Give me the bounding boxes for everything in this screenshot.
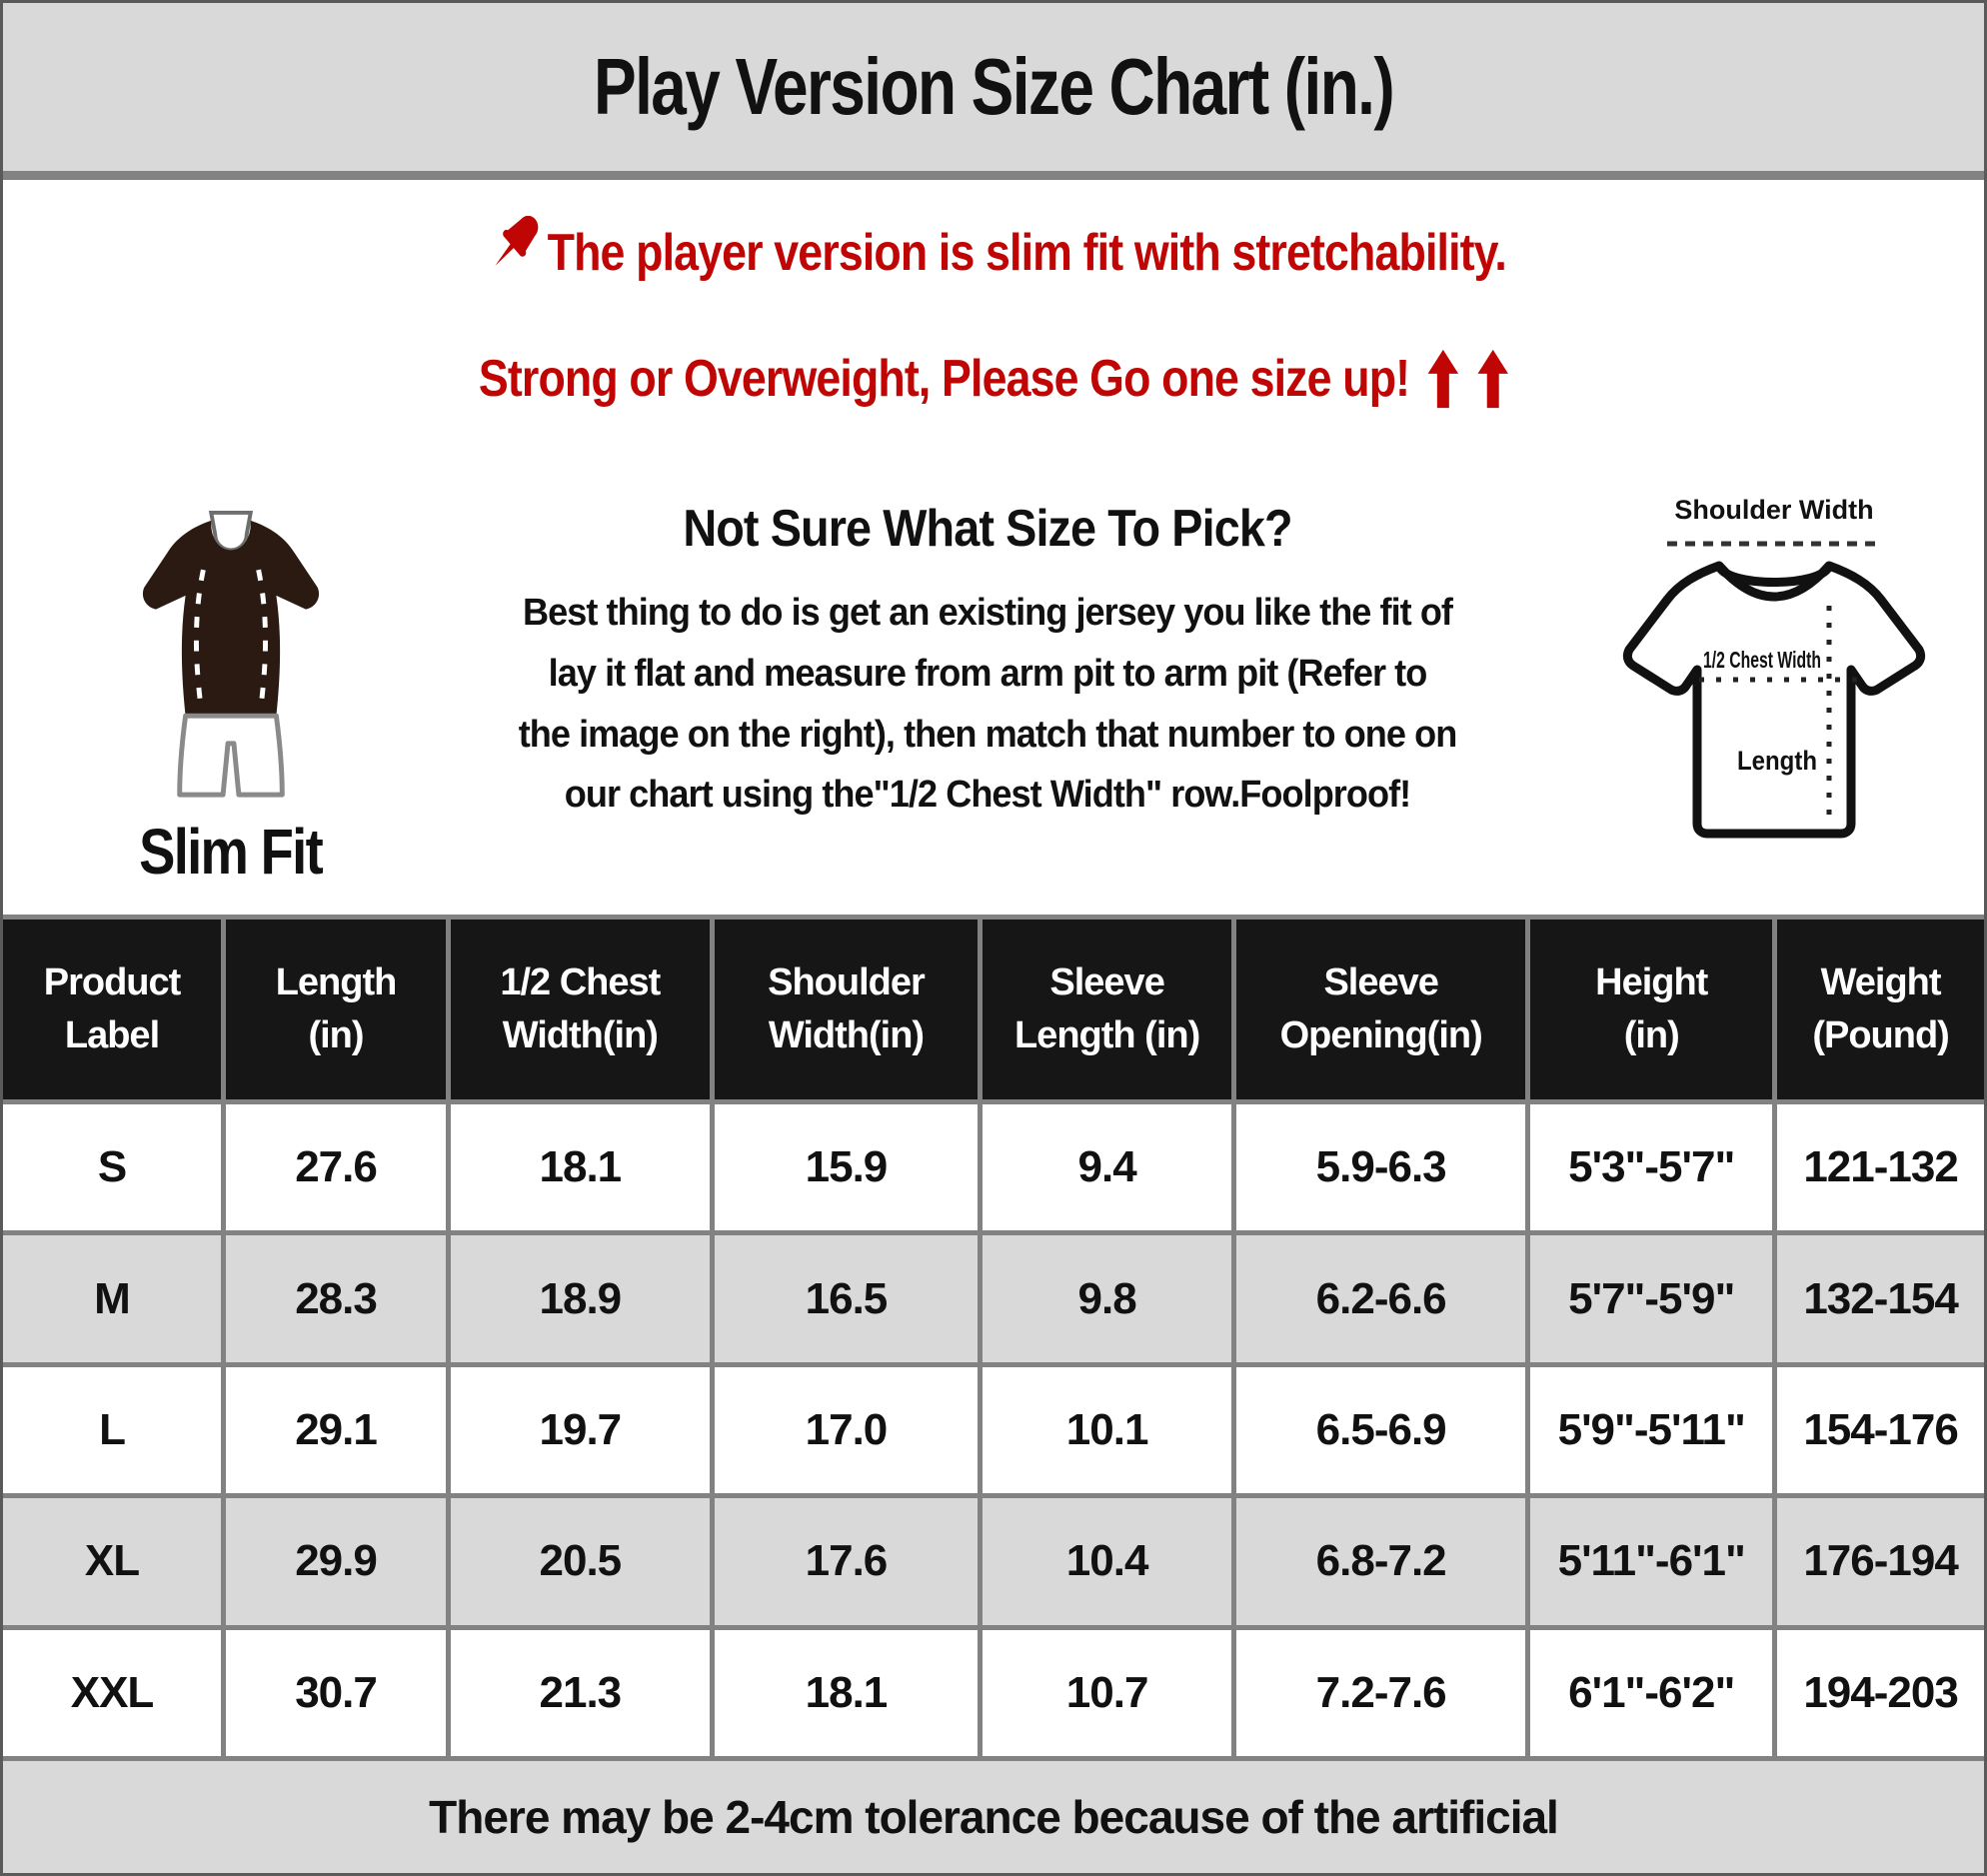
table-cell: 18.1 <box>714 1629 979 1756</box>
column-header: Sleeve Length (in) <box>983 920 1231 1099</box>
table-cell: 5'11"-6'1" <box>1530 1498 1773 1625</box>
column-header: Shoulder Width(in) <box>714 920 979 1099</box>
table-cell: 15.9 <box>714 1104 979 1231</box>
table-cell: 5'3"-5'7" <box>1530 1104 1773 1231</box>
table-cell: 5.9-6.3 <box>1235 1104 1526 1231</box>
table-cell: 29.9 <box>226 1498 447 1625</box>
table-cell: 5'9"-5'11" <box>1530 1366 1773 1494</box>
tshirt-diagram-icon: 1/2 Chest Width Length <box>1622 541 1926 839</box>
up-arrow-icon <box>1427 349 1458 409</box>
table-cell: 17.0 <box>714 1366 979 1494</box>
table-cell: 10.7 <box>983 1629 1231 1756</box>
tolerance-note: There may be 2-4cm tolerance because of … <box>3 1761 1984 1873</box>
table-cell: 19.7 <box>451 1366 710 1494</box>
guide-text-block: Not Sure What Size To Pick? Best thing t… <box>381 491 1594 826</box>
notice-text-1: The player version is slim fit with stre… <box>547 224 1507 282</box>
table-cell: 18.9 <box>451 1235 710 1362</box>
table-cell: 16.5 <box>714 1235 979 1362</box>
table-cell: 21.3 <box>451 1629 710 1756</box>
notice-text-2: Strong or Overweight, Please Go one size… <box>478 350 1409 408</box>
size-label-cell: M <box>3 1235 222 1362</box>
guide-line: the image on the right), then match that… <box>518 713 1458 756</box>
table-cell: 154-176 <box>1777 1366 1984 1494</box>
shoulder-width-label: Shoulder Width <box>1674 495 1874 525</box>
table-cell: 10.4 <box>983 1498 1231 1625</box>
table-cell: 28.3 <box>226 1235 447 1362</box>
column-header: Height (in) <box>1530 920 1773 1099</box>
chest-width-label: 1/2 Chest Width <box>1703 647 1821 673</box>
table-cell: 6.2-6.6 <box>1235 1235 1526 1362</box>
table-cell: 194-203 <box>1777 1629 1984 1756</box>
middle-section: Slim Fit Not Sure What Size To Pick? Bes… <box>3 453 1984 915</box>
guide-heading: Not Sure What Size To Pick? <box>683 500 1292 558</box>
table-cell: 20.5 <box>451 1498 710 1625</box>
column-header: 1/2 Chest Width(in) <box>451 920 710 1099</box>
guide-line: lay it flat and measure from arm pit to … <box>548 652 1428 695</box>
pushpin-icon <box>495 216 539 266</box>
table-cell: 121-132 <box>1777 1104 1984 1231</box>
table-cell: 6'1"-6'2" <box>1530 1629 1773 1756</box>
table-cell: 5'7"-5'9" <box>1530 1235 1773 1362</box>
title-band: Play Version Size Chart (in.) <box>3 3 1984 171</box>
table-cell: 29.1 <box>226 1366 447 1494</box>
slim-fit-icon <box>142 510 320 798</box>
size-label-cell: XL <box>3 1498 222 1625</box>
table-cell: 30.7 <box>226 1629 447 1756</box>
table-cell: 176-194 <box>1777 1498 1984 1625</box>
notice-line-1: The player version is slim fit with stre… <box>3 216 1984 303</box>
table-cell: 17.6 <box>714 1498 979 1625</box>
table-cell: 7.2-7.6 <box>1235 1629 1526 1756</box>
size-label-cell: L <box>3 1366 222 1494</box>
table-cell: 9.4 <box>983 1104 1231 1231</box>
guide-lines: Best thing to do is get an existing jers… <box>405 583 1570 826</box>
column-header: Length (in) <box>226 920 447 1099</box>
column-header: Product Label <box>3 920 222 1099</box>
table-cell: 10.1 <box>983 1366 1231 1494</box>
title-divider <box>3 171 1984 180</box>
table-cell: 9.8 <box>983 1235 1231 1362</box>
guide-line: Best thing to do is get an existing jers… <box>523 592 1453 634</box>
slim-fit-label: Slim Fit <box>139 816 325 888</box>
table-cell: 132-154 <box>1777 1235 1984 1362</box>
table-cell: 18.1 <box>451 1104 710 1231</box>
table-cell: 6.8-7.2 <box>1235 1498 1526 1625</box>
size-label-cell: XXL <box>3 1629 222 1756</box>
table-cell: 27.6 <box>226 1104 447 1231</box>
notice-section: The player version is slim fit with stre… <box>3 180 1984 453</box>
fit-figure: Slim Fit <box>81 491 381 889</box>
measurement-diagram: Shoulder Width 1/2 Chest Width Length <box>1594 491 1954 850</box>
up-arrow-icon <box>1476 349 1508 409</box>
column-header: Weight (Pound) <box>1777 920 1984 1099</box>
page-title: Play Version Size Chart (in.) <box>593 42 1395 131</box>
length-label: Length <box>1737 746 1817 776</box>
notice-line-2: Strong or Overweight, Please Go one size… <box>3 349 1984 409</box>
size-label-cell: S <box>3 1104 222 1231</box>
guide-line: our chart using the"1/2 Chest Width" row… <box>564 774 1411 817</box>
table-cell: 6.5-6.9 <box>1235 1366 1526 1494</box>
column-header: Sleeve Opening(in) <box>1235 920 1526 1099</box>
size-table: Product Label Length (in) 1/2 Chest Width(in)… <box>3 915 1984 1873</box>
